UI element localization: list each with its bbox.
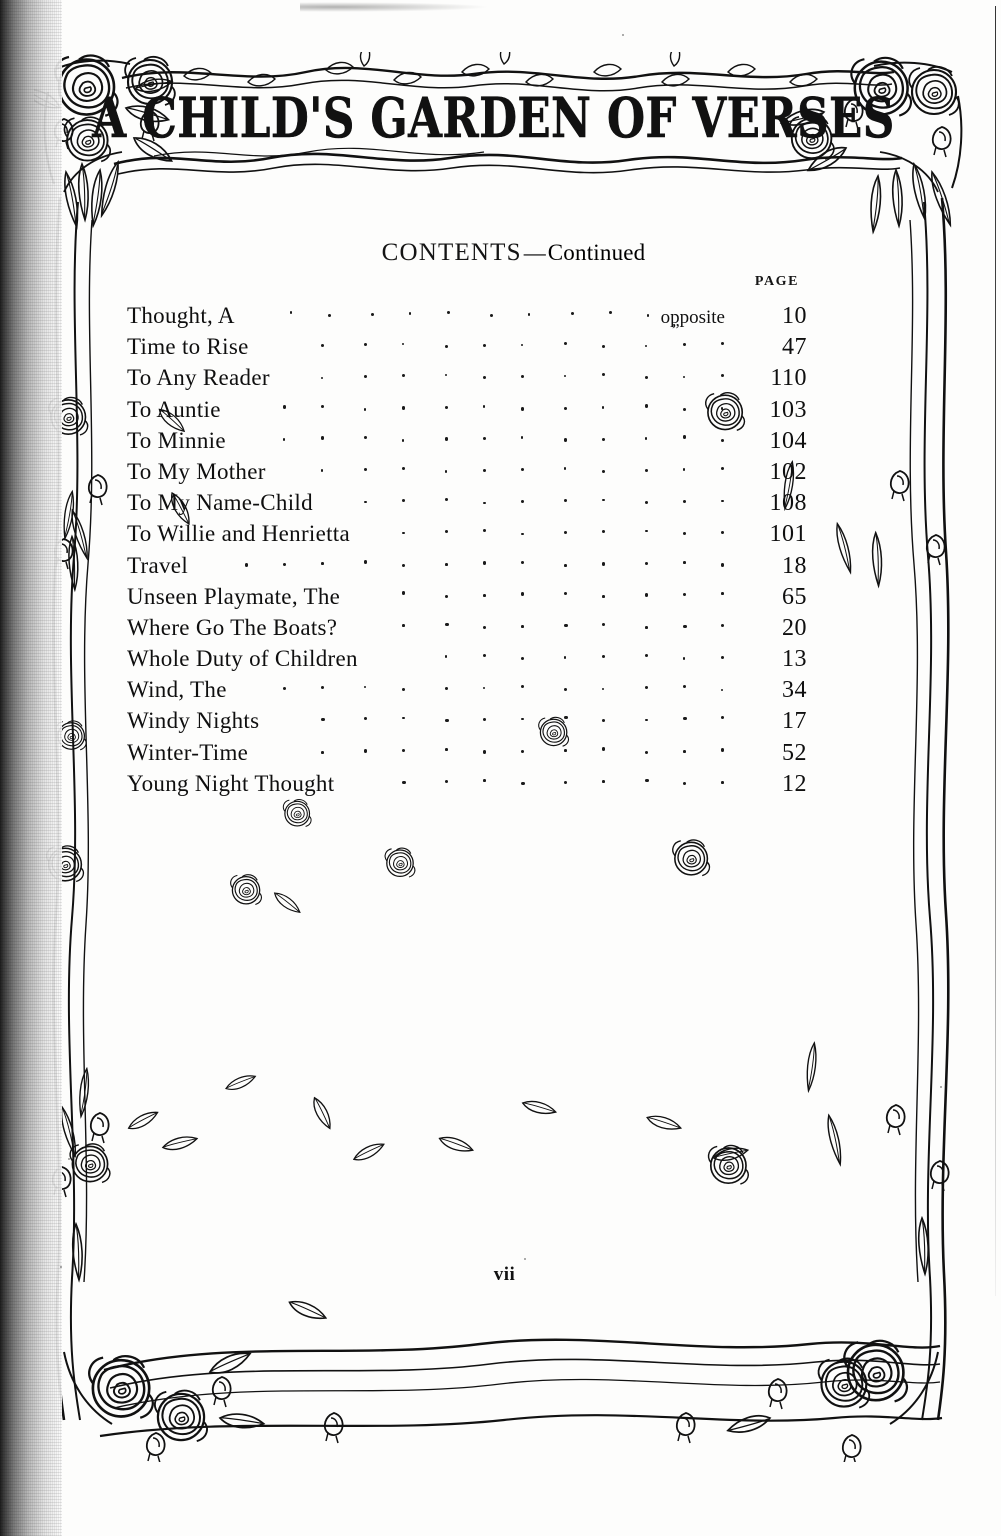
toc-entry-title: Windy Nights <box>127 708 260 734</box>
toc-entry[interactable]: Thought, A opposite 10 <box>127 300 807 331</box>
toc-entry[interactable]: Whole Duty of Children 13 <box>127 643 807 674</box>
contents-heading-dash: — <box>523 240 546 265</box>
toc-entry-page-number: 52 <box>782 739 807 766</box>
toc-entry-page-number: 10 <box>782 303 807 329</box>
page-column-header: PAGE <box>754 274 800 289</box>
toc-leader-dots <box>227 394 729 417</box>
toc-entry[interactable]: To Any Reader 110 <box>127 362 807 393</box>
toc-leader-dots <box>276 362 729 385</box>
toc-entry-page-number: 17 <box>782 708 807 735</box>
book-title-band: A CHILD'S GARDEN OF VERSES <box>92 84 895 152</box>
toc-entry-page-number: 108 <box>769 490 807 517</box>
toc-leader-dots <box>272 456 729 479</box>
toc-entry-title: Young Night Thought <box>127 770 335 796</box>
toc-entry-title: Thought, A <box>127 303 235 328</box>
toc-entry-note: opposite <box>660 307 725 328</box>
toc-entry-page-number: 12 <box>782 770 807 797</box>
page-title: A CHILD'S GARDEN OF VERSES <box>91 85 895 151</box>
toc-leader-dots <box>233 674 729 697</box>
toc-entry-page-number: 13 <box>782 646 807 673</box>
toc-entry[interactable]: Time to Rise ” 47 <box>127 320 807 362</box>
contents-heading-continued: Continued <box>547 240 646 265</box>
scan-page-edge-line <box>995 6 996 1296</box>
toc-entry[interactable]: To My Mother 102 <box>127 456 807 487</box>
toc-leader-dots <box>340 768 729 791</box>
toc-entry[interactable]: Young Night Thought 12 <box>127 768 807 799</box>
toc-entry-page-number: 104 <box>769 427 807 454</box>
toc-leader-dots <box>194 550 729 573</box>
toc-entry[interactable]: Wind, The 34 <box>127 674 807 705</box>
contents-heading: CONTENTS—Continued <box>0 239 1001 267</box>
toc-entry[interactable]: Windy Nights 17 <box>127 705 807 736</box>
toc-leader-dots <box>232 425 729 448</box>
contents-heading-main: CONTENTS <box>381 239 522 266</box>
toc-entry-page-number: 101 <box>769 521 807 548</box>
toc-leader-dots <box>254 737 729 760</box>
toc-entry-title: Time to Rise <box>127 334 249 360</box>
toc-entry[interactable]: To Auntie 103 <box>127 394 807 425</box>
toc-leader-dots <box>343 612 729 635</box>
toc-entry-title: Wind, The <box>127 677 227 703</box>
toc-entry-title: To Willie and Henrietta <box>127 521 351 547</box>
toc-entry-title: To My Mother <box>127 458 266 484</box>
toc-entry-title: To Minnie <box>127 427 226 453</box>
toc-entry[interactable]: To Willie and Henrietta 101 <box>127 518 807 549</box>
toc-leader-dots <box>319 487 729 510</box>
toc-leader-dots <box>356 518 729 541</box>
toc-entry[interactable]: Travel 18 <box>127 550 807 581</box>
toc-leader-dots <box>255 331 729 354</box>
toc-entry-page-number: 47 <box>782 334 807 361</box>
scan-speck <box>524 1258 526 1260</box>
toc-entry-page-number: 103 <box>769 396 807 423</box>
toc-entry-page-number: 20 <box>782 614 807 641</box>
toc-entry-page-number: 34 <box>782 677 807 704</box>
scan-speck <box>940 1086 942 1088</box>
toc-entry-title: Whole Duty of Children <box>127 646 358 672</box>
toc-ditto-mark: ” <box>672 320 680 340</box>
toc-entry-title: Where Go The Boats? <box>127 614 338 640</box>
toc-entry-page-number: 110 <box>770 365 807 392</box>
toc-leader-dots <box>346 581 729 604</box>
toc-entry[interactable]: Unseen Playmate, The 65 <box>127 581 807 612</box>
toc-entry-page-number: 102 <box>769 458 807 485</box>
scan-speck <box>60 1266 62 1268</box>
toc-entry[interactable]: Where Go The Boats? 20 <box>127 612 807 643</box>
toc-entry[interactable]: To My Name-Child 108 <box>127 487 807 518</box>
toc-entry-title: To Auntie <box>127 396 221 422</box>
toc-leader-dots <box>241 300 655 323</box>
toc-entry-page-number: 18 <box>782 552 807 579</box>
toc-entry-title: To Any Reader <box>127 365 270 391</box>
toc-entry-title: To My Name-Child <box>127 490 313 516</box>
toc-leader-dots <box>364 643 729 666</box>
toc-entry-page-number: 65 <box>782 583 807 610</box>
folio-page-number: vii <box>493 1264 516 1285</box>
scan-speck <box>622 34 624 36</box>
toc-leader-dots <box>265 705 729 728</box>
toc-entry-title: Unseen Playmate, The <box>127 583 341 609</box>
scan-top-smudge <box>300 2 490 12</box>
toc-entry-title: Travel <box>127 552 189 578</box>
toc-entry-title: Winter-Time <box>127 739 249 765</box>
toc-entry[interactable]: To Minnie 104 <box>127 425 807 456</box>
toc-entry[interactable]: Winter-Time 52 <box>127 737 807 768</box>
scan-speck <box>68 1158 70 1160</box>
